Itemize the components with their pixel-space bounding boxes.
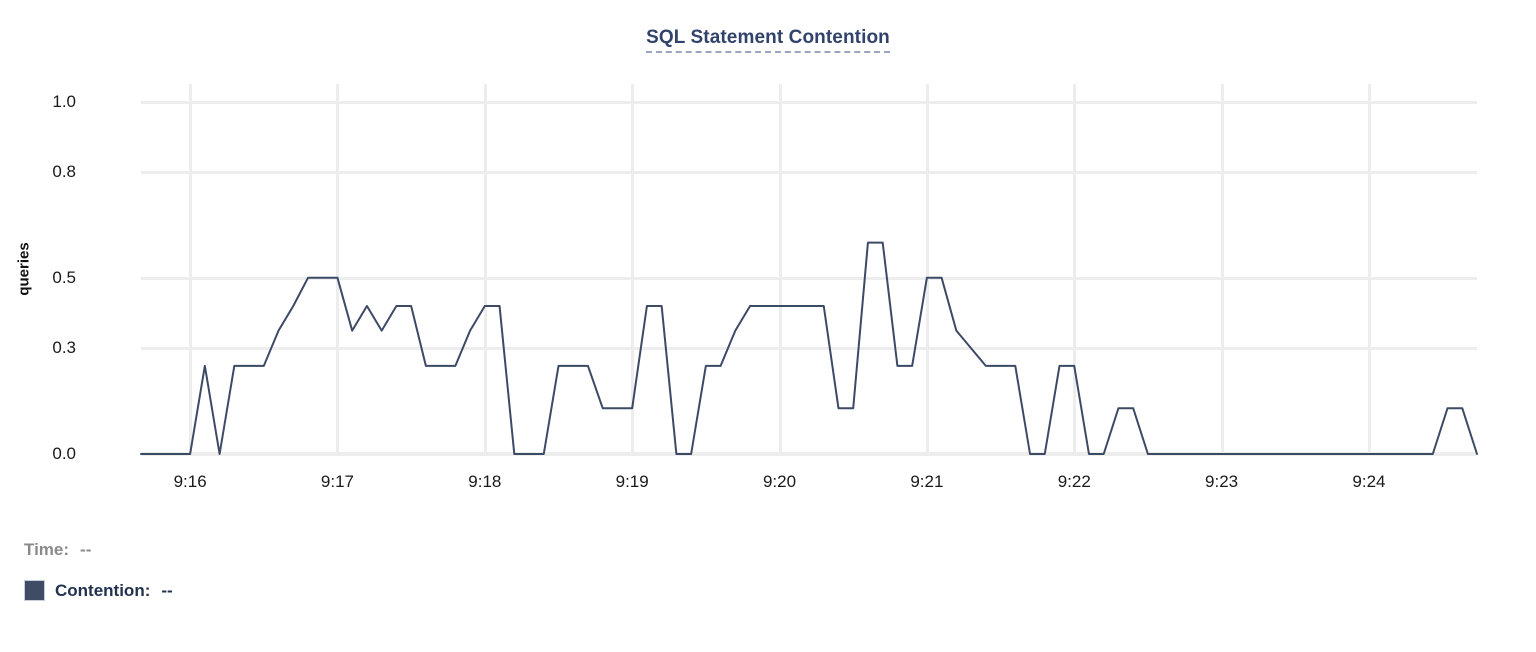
gridline-vertical [778,84,782,454]
chart-title-text: SQL Statement Contention [646,27,890,53]
gridline-horizontal [141,100,1477,104]
x-axis-tick-label: 9:16 [173,472,207,491]
gridline-vertical [631,84,635,454]
legend-contention-row[interactable]: Contention: -- [24,580,924,601]
x-axis-tick-label: 9:22 [1057,472,1091,491]
y-axis-tick-label: 0.5 [52,267,76,287]
y-axis-tick-label: 1.0 [52,91,76,111]
x-axis-baseline [141,452,1477,455]
time-label: Time: [24,540,70,559]
series-line-contention [141,84,1477,456]
plot-area [141,84,1477,456]
gridline-vertical [483,84,487,454]
x-axis-tick-label: 9:17 [320,472,355,491]
gridline-horizontal [141,276,1477,280]
gridline-vertical [925,84,929,454]
gridline-vertical [1073,84,1077,454]
gridline-vertical [336,84,340,454]
x-axis-tick-label: 9:23 [1205,472,1239,491]
y-axis-tick-label: 0.3 [52,338,76,358]
time-value: -- [80,540,92,559]
x-axis-tick-label: 9:24 [1352,472,1386,491]
x-axis-tick-label: 9:21 [910,472,944,491]
y-axis-tick-label: 0.0 [52,444,76,463]
x-axis-tick-label: 9:20 [762,472,797,491]
legend-color-swatch [24,580,45,601]
y-axis-tick-label: 0.8 [52,162,76,182]
gridline-vertical [1367,84,1371,454]
x-axis-tick-label: 9:18 [468,472,502,491]
tooltip-time-row: Time: -- [24,540,924,560]
chart-title: SQL Statement Contention [0,27,1536,53]
legend-value: -- [161,580,173,600]
legend-label: Contention: [55,580,151,600]
gridline-horizontal [141,347,1477,351]
gridline-vertical [189,84,193,454]
chart-footer: Time: -- Contention: -- [24,540,924,601]
x-axis-tick-label: 9:19 [615,472,649,491]
gridline-vertical [1220,84,1224,454]
gridline-horizontal [141,171,1477,175]
